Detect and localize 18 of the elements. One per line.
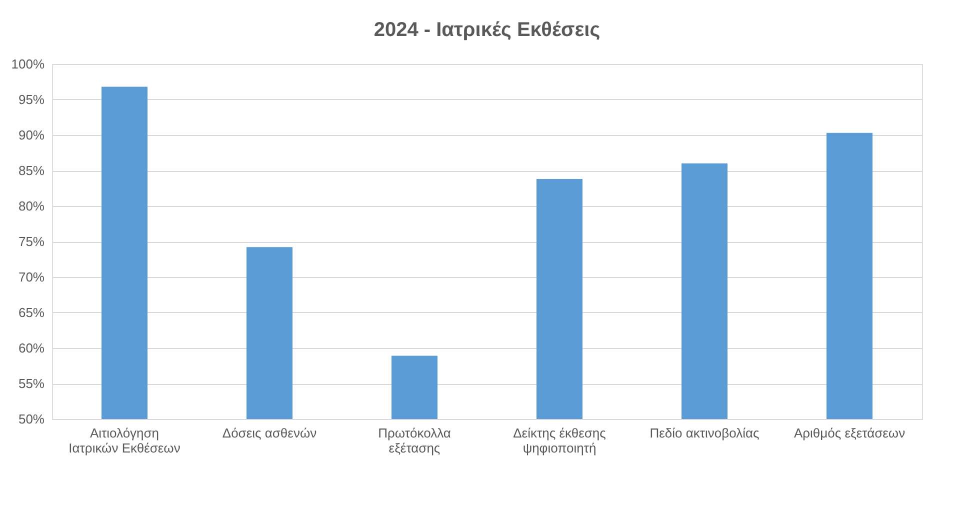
y-tick-label: 60%: [18, 340, 45, 356]
y-tick-label: 50%: [18, 412, 45, 426]
x-tick-label: Δείκτης έκθεσης ψηφιοποιητή: [513, 426, 606, 456]
y-tick-label: 70%: [18, 270, 45, 284]
x-tick-label: Αιτιολόγηση Ιατρικών Εκθέσεων: [68, 426, 180, 456]
y-tick-label: 90%: [18, 128, 45, 142]
x-tick-label: Πρωτόκολλα εξέτασης: [378, 426, 452, 456]
y-tick-label: 85%: [18, 163, 45, 178]
y-tick-label: 95%: [18, 92, 45, 107]
y-tick-label: 100%: [11, 56, 45, 72]
x-tick-label: Αριθμός εξετάσεων: [794, 426, 906, 440]
y-tick-label: 75%: [18, 234, 45, 249]
y-tick-label: 55%: [18, 376, 45, 391]
x-tick-label: Πεδίο ακτινοβολίας: [650, 426, 760, 440]
chart-title: 2024 - Ιατρικές Εκθέσεις: [374, 19, 600, 41]
y-tick-label: 80%: [18, 198, 45, 214]
x-tick-label: Δόσεις ασθενών: [222, 426, 317, 440]
y-tick-label: 65%: [18, 305, 45, 320]
